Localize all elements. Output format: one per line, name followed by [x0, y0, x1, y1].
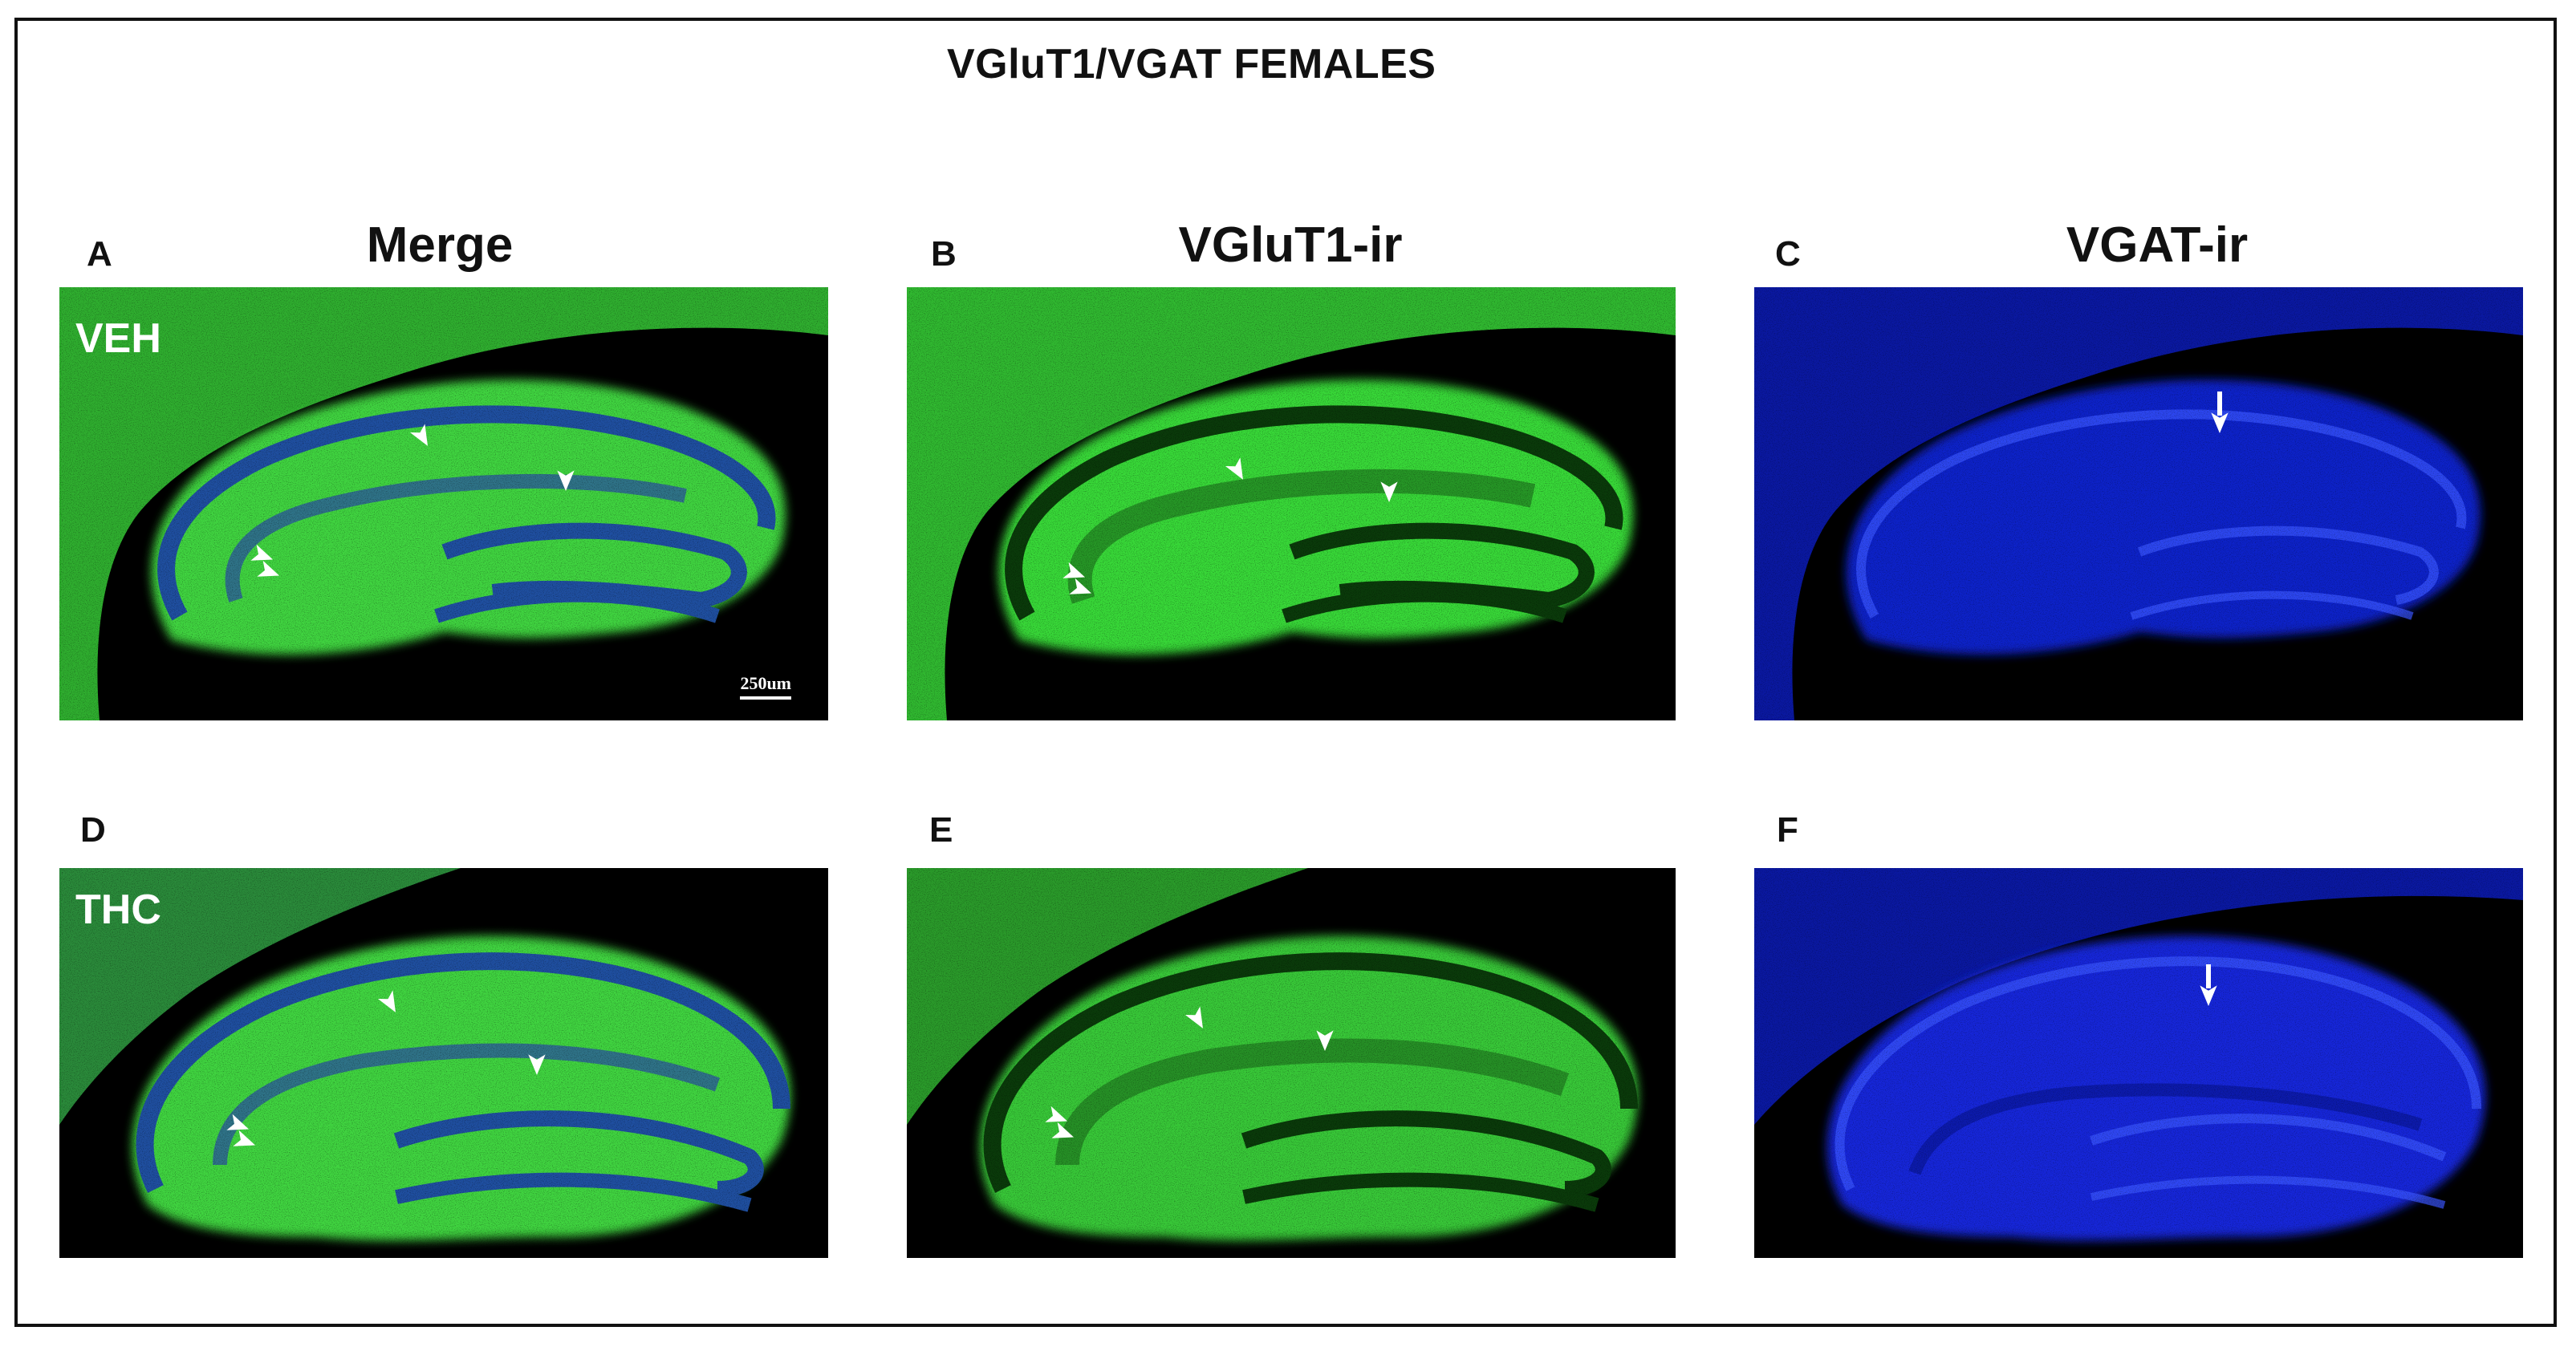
- panel-letter-d: D: [80, 810, 106, 850]
- column-header-merge: Merge: [366, 217, 514, 273]
- column-header-vgat: VGAT-ir: [2066, 217, 2249, 273]
- hippocampus-vgat-veh-image: [1754, 287, 2523, 720]
- hippocampus-vglut1-thc-image: [907, 868, 1676, 1258]
- panel-c-vgat-veh: [1754, 287, 2523, 720]
- panel-e-vglut1-thc: [907, 868, 1676, 1258]
- panel-letter-b: B: [931, 234, 957, 274]
- panel-b-vglut1-veh: [907, 287, 1676, 720]
- panel-letter-e: E: [929, 810, 953, 850]
- panel-letter-f: F: [1777, 810, 1798, 850]
- column-header-vglut1: VGluT1-ir: [1178, 217, 1403, 273]
- panel-letter-a: A: [87, 234, 112, 274]
- hippocampus-vglut1-veh-image: [907, 287, 1676, 720]
- panel-d-merge-thc: THC: [59, 868, 828, 1258]
- panel-a-merge-veh: VEH 250um: [59, 287, 828, 720]
- row-label-veh: VEH: [75, 315, 161, 362]
- scale-bar: 250um: [740, 673, 791, 700]
- hippocampus-merge-thc-image: [59, 868, 828, 1258]
- hippocampus-merge-veh-image: [59, 287, 828, 720]
- panel-f-vgat-thc: [1754, 868, 2523, 1258]
- hippocampus-vgat-thc-image: [1754, 868, 2523, 1258]
- row-label-thc: THC: [75, 887, 161, 933]
- panel-letter-c: C: [1775, 234, 1801, 274]
- figure-title: VGluT1/VGAT FEMALES: [947, 41, 1436, 87]
